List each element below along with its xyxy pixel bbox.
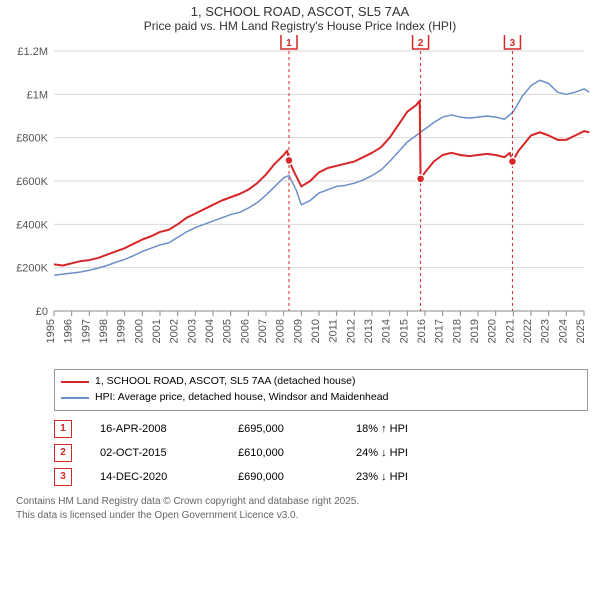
svg-text:1997: 1997 xyxy=(80,319,92,343)
chart-title-line2: Price paid vs. HM Land Registry's House … xyxy=(0,19,600,33)
event-badge: 2 xyxy=(54,444,72,462)
legend-item: 1, SCHOOL ROAD, ASCOT, SL5 7AA (detached… xyxy=(61,374,581,390)
svg-text:2019: 2019 xyxy=(469,319,481,343)
svg-text:2000: 2000 xyxy=(133,319,145,343)
legend-label: HPI: Average price, detached house, Wind… xyxy=(95,390,388,406)
event-row: 1 16-APR-2008 £695,000 18% ↑ HPI xyxy=(54,417,588,441)
legend-label: 1, SCHOOL ROAD, ASCOT, SL5 7AA (detached… xyxy=(95,374,356,390)
svg-text:2: 2 xyxy=(418,38,424,49)
svg-text:2021: 2021 xyxy=(504,319,516,343)
svg-text:2007: 2007 xyxy=(257,319,269,343)
svg-text:£0: £0 xyxy=(36,306,48,318)
svg-text:2017: 2017 xyxy=(434,319,446,343)
svg-text:2008: 2008 xyxy=(275,319,287,343)
legend-swatch xyxy=(61,381,89,383)
svg-text:2023: 2023 xyxy=(540,319,552,343)
event-date: 16-APR-2008 xyxy=(100,423,210,435)
event-row: 3 14-DEC-2020 £690,000 23% ↓ HPI xyxy=(54,465,588,489)
svg-text:3: 3 xyxy=(510,38,516,49)
event-delta: 24% ↓ HPI xyxy=(356,447,408,459)
svg-text:2015: 2015 xyxy=(398,319,410,343)
svg-text:2020: 2020 xyxy=(487,319,499,343)
svg-text:£1M: £1M xyxy=(27,89,48,101)
svg-text:2005: 2005 xyxy=(222,319,234,343)
svg-text:2014: 2014 xyxy=(381,319,393,343)
svg-text:2009: 2009 xyxy=(292,319,304,343)
event-badge: 1 xyxy=(54,420,72,438)
svg-text:2025: 2025 xyxy=(575,319,587,343)
event-delta: 23% ↓ HPI xyxy=(356,471,408,483)
event-delta: 18% ↑ HPI xyxy=(356,423,408,435)
svg-text:£600K: £600K xyxy=(16,176,48,188)
svg-text:£800K: £800K xyxy=(16,133,48,145)
svg-text:2001: 2001 xyxy=(151,319,163,343)
footer-line: This data is licensed under the Open Gov… xyxy=(16,509,588,523)
event-date: 14-DEC-2020 xyxy=(100,471,210,483)
footer-attribution: Contains HM Land Registry data © Crown c… xyxy=(16,495,588,523)
footer-line: Contains HM Land Registry data © Crown c… xyxy=(16,495,588,509)
events-table: 1 16-APR-2008 £695,000 18% ↑ HPI 2 02-OCT-201… xyxy=(54,417,588,489)
event-price: £610,000 xyxy=(238,447,328,459)
svg-text:2011: 2011 xyxy=(328,319,340,343)
legend-item: HPI: Average price, detached house, Wind… xyxy=(61,390,581,406)
svg-text:1995: 1995 xyxy=(45,319,57,343)
event-row: 2 02-OCT-2015 £610,000 24% ↓ HPI xyxy=(54,441,588,465)
svg-text:£1.2M: £1.2M xyxy=(17,46,48,58)
svg-text:2002: 2002 xyxy=(169,319,181,343)
svg-text:2016: 2016 xyxy=(416,319,428,343)
svg-text:2004: 2004 xyxy=(204,319,216,343)
legend-swatch xyxy=(61,397,89,399)
event-date: 02-OCT-2015 xyxy=(100,447,210,459)
svg-text:2022: 2022 xyxy=(522,319,534,343)
svg-text:2010: 2010 xyxy=(310,319,322,343)
svg-text:£200K: £200K xyxy=(16,263,48,275)
svg-text:2018: 2018 xyxy=(451,319,463,343)
event-price: £690,000 xyxy=(238,471,328,483)
chart-title-line1: 1, SCHOOL ROAD, ASCOT, SL5 7AA xyxy=(0,4,600,19)
svg-text:1998: 1998 xyxy=(98,319,110,343)
svg-text:2012: 2012 xyxy=(345,319,357,343)
event-badge: 3 xyxy=(54,468,72,486)
svg-text:2013: 2013 xyxy=(363,319,375,343)
svg-text:2006: 2006 xyxy=(239,319,251,343)
svg-text:1999: 1999 xyxy=(116,319,128,343)
svg-text:2003: 2003 xyxy=(186,319,198,343)
line-chart: £0 £200K £400K £600K £800K £1M £1.2M 1 2 3 1995 199… xyxy=(0,35,600,365)
svg-text:1996: 1996 xyxy=(63,319,75,343)
svg-text:2024: 2024 xyxy=(557,319,569,343)
svg-text:£400K: £400K xyxy=(16,219,48,231)
svg-text:1: 1 xyxy=(286,38,292,49)
event-price: £695,000 xyxy=(238,423,328,435)
chart-legend: 1, SCHOOL ROAD, ASCOT, SL5 7AA (detached… xyxy=(54,369,588,411)
